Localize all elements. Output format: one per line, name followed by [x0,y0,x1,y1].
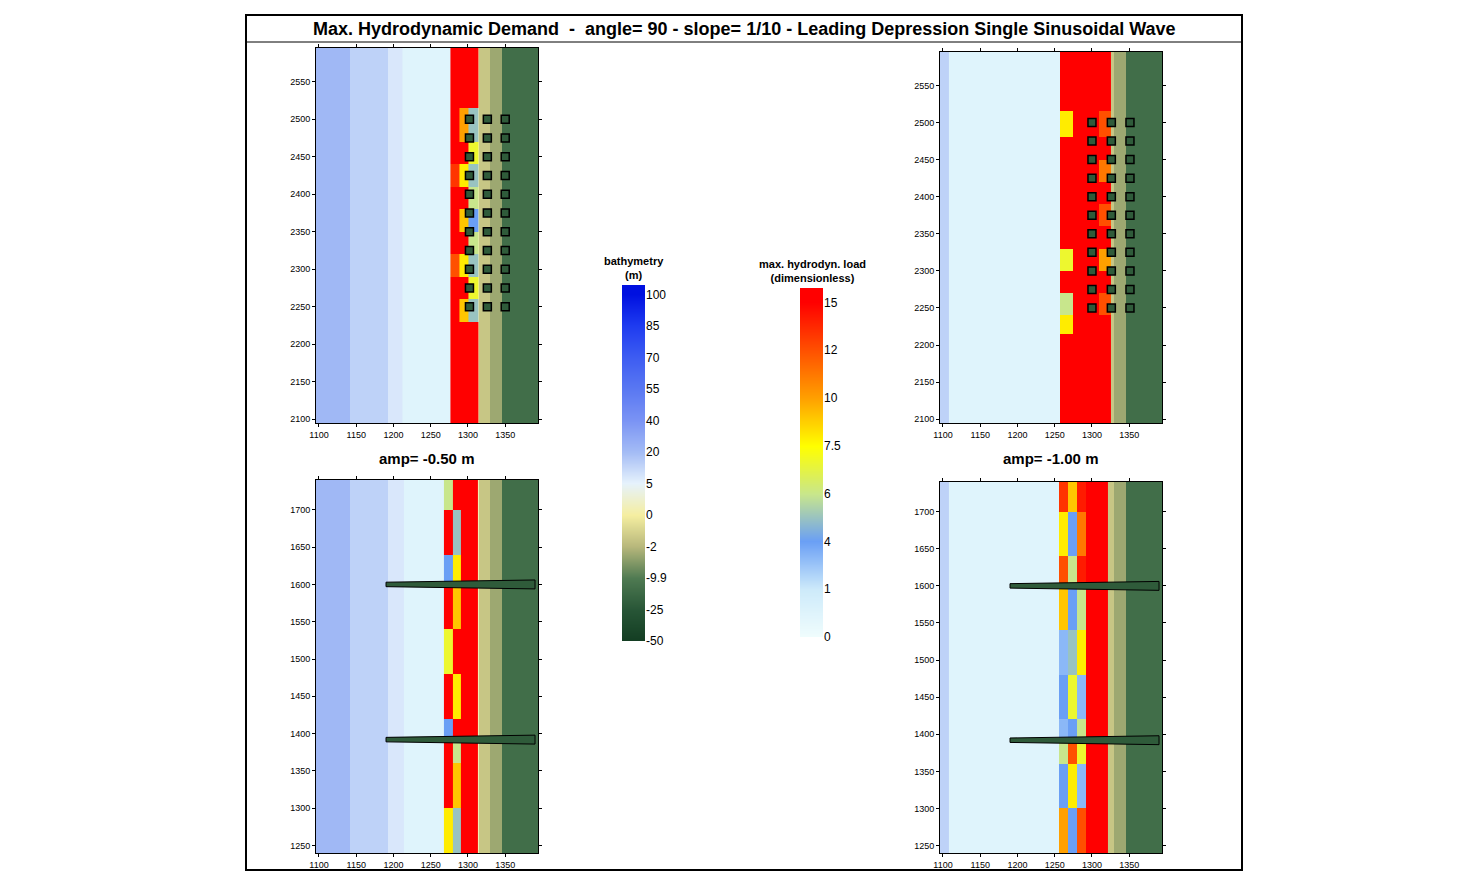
svg-text:1500: 1500 [290,654,310,664]
svg-text:1250: 1250 [421,860,441,870]
svg-text:6: 6 [824,487,831,501]
svg-text:1350: 1350 [495,860,515,870]
svg-text:2300: 2300 [914,266,934,276]
svg-text:1250: 1250 [914,841,934,851]
svg-text:1150: 1150 [347,860,366,870]
svg-text:1300: 1300 [290,803,310,813]
svg-text:1250: 1250 [1045,860,1065,870]
svg-text:2550: 2550 [290,77,310,87]
svg-text:1350: 1350 [495,430,515,440]
svg-text:2200: 2200 [290,339,310,349]
svg-text:1200: 1200 [383,430,403,440]
svg-text:15: 15 [824,296,838,310]
svg-text:1350: 1350 [290,766,310,776]
svg-text:1100: 1100 [933,430,952,440]
svg-text:2250: 2250 [290,302,310,312]
svg-text:1300: 1300 [1082,430,1102,440]
svg-text:1300: 1300 [458,860,478,870]
svg-text:1300: 1300 [458,430,478,440]
svg-text:5: 5 [646,477,653,491]
svg-text:1300: 1300 [1082,860,1102,870]
svg-text:1600: 1600 [914,581,934,591]
svg-text:amp= -1.00 m: amp= -1.00 m [1003,450,1098,467]
svg-text:0: 0 [824,630,831,644]
svg-text:2450: 2450 [290,152,310,162]
svg-text:2450: 2450 [914,155,934,165]
svg-text:1250: 1250 [421,430,441,440]
svg-text:1150: 1150 [971,430,990,440]
svg-text:1700: 1700 [290,505,310,515]
svg-text:2150: 2150 [290,377,310,387]
svg-text:2250: 2250 [914,303,934,313]
svg-text:1600: 1600 [290,580,310,590]
svg-text:12: 12 [824,343,838,357]
svg-text:0: 0 [646,508,653,522]
svg-text:2150: 2150 [914,377,934,387]
svg-text:1200: 1200 [383,860,403,870]
svg-text:1100: 1100 [933,860,952,870]
svg-text:-9.9: -9.9 [646,571,667,585]
svg-text:7.5: 7.5 [824,439,841,453]
svg-text:2300: 2300 [290,264,310,274]
svg-text:20: 20 [646,445,660,459]
svg-text:100: 100 [646,288,666,302]
svg-text:1350: 1350 [1119,430,1139,440]
svg-text:1500: 1500 [914,655,934,665]
svg-text:bathymetry(m): bathymetry(m) [604,255,664,281]
svg-text:2400: 2400 [914,192,934,202]
svg-text:85: 85 [646,319,660,333]
svg-text:1450: 1450 [290,691,310,701]
svg-text:1150: 1150 [971,860,990,870]
svg-text:1550: 1550 [290,617,310,627]
svg-text:1700: 1700 [914,507,934,517]
svg-text:2350: 2350 [914,229,934,239]
svg-text:-2: -2 [646,540,657,554]
svg-text:1300: 1300 [914,804,934,814]
svg-text:1200: 1200 [1007,860,1027,870]
svg-text:1: 1 [824,582,831,596]
svg-text:55: 55 [646,382,660,396]
svg-text:2350: 2350 [290,227,310,237]
svg-text:10: 10 [824,391,838,405]
svg-text:2500: 2500 [290,114,310,124]
svg-text:40: 40 [646,414,660,428]
svg-text:2100: 2100 [290,414,310,424]
svg-text:1400: 1400 [914,729,934,739]
svg-text:4: 4 [824,535,831,549]
svg-text:1350: 1350 [1119,860,1139,870]
svg-text:1650: 1650 [914,544,934,554]
svg-text:1450: 1450 [914,692,934,702]
svg-text:1100: 1100 [309,430,328,440]
svg-text:amp= -0.50 m: amp= -0.50 m [379,450,474,467]
svg-text:1250: 1250 [290,841,310,851]
svg-text:2550: 2550 [914,81,934,91]
svg-text:1400: 1400 [290,729,310,739]
svg-text:1650: 1650 [290,542,310,552]
svg-text:-25: -25 [646,603,664,617]
svg-text:2500: 2500 [914,118,934,128]
svg-text:1250: 1250 [1045,430,1065,440]
svg-text:1200: 1200 [1007,430,1027,440]
svg-text:-50: -50 [646,634,664,648]
svg-text:2400: 2400 [290,189,310,199]
svg-text:Max. Hydrodynamic Demand - a: Max. Hydrodynamic Demand - angle= 90 - s… [313,19,1176,39]
svg-text:70: 70 [646,351,660,365]
svg-text:1100: 1100 [309,860,328,870]
svg-text:2100: 2100 [914,414,934,424]
svg-text:1150: 1150 [347,430,366,440]
svg-text:2200: 2200 [914,340,934,350]
svg-text:1350: 1350 [914,767,934,777]
svg-text:max. hydrodyn. load(dimensionl: max. hydrodyn. load(dimensionless) [759,258,866,284]
svg-text:1550: 1550 [914,618,934,628]
